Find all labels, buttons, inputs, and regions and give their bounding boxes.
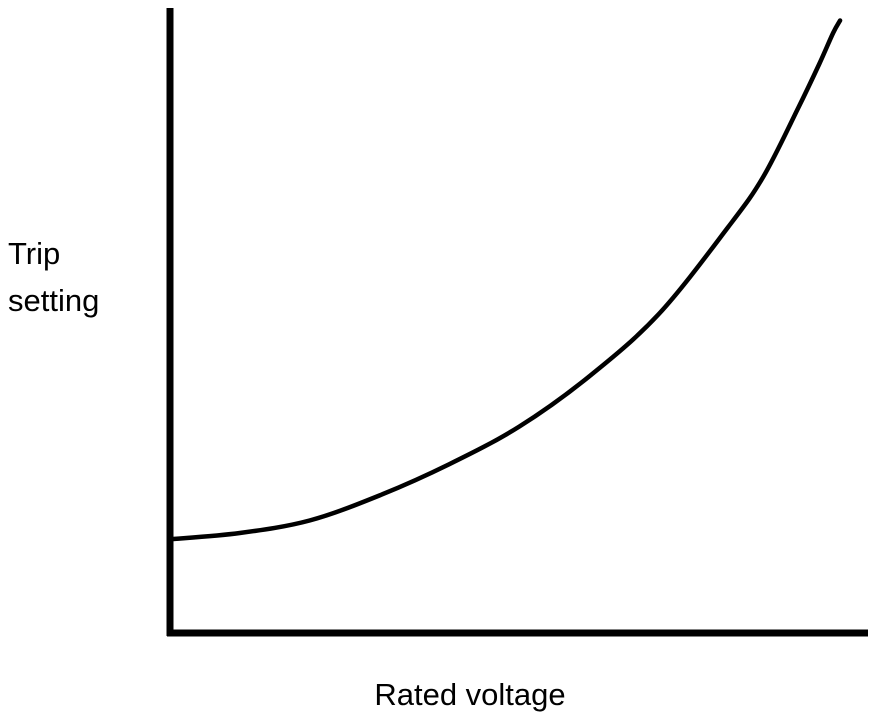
series-group xyxy=(167,18,843,542)
y-axis-label-line-2: setting xyxy=(8,283,99,318)
axes-group xyxy=(166,8,868,637)
x-axis-label: Rated voltage xyxy=(374,677,565,712)
labels-group: Trip setting Rated voltage xyxy=(8,236,566,712)
series-line-0 xyxy=(167,18,843,542)
y-axis-label-line-1: Trip xyxy=(8,236,60,271)
